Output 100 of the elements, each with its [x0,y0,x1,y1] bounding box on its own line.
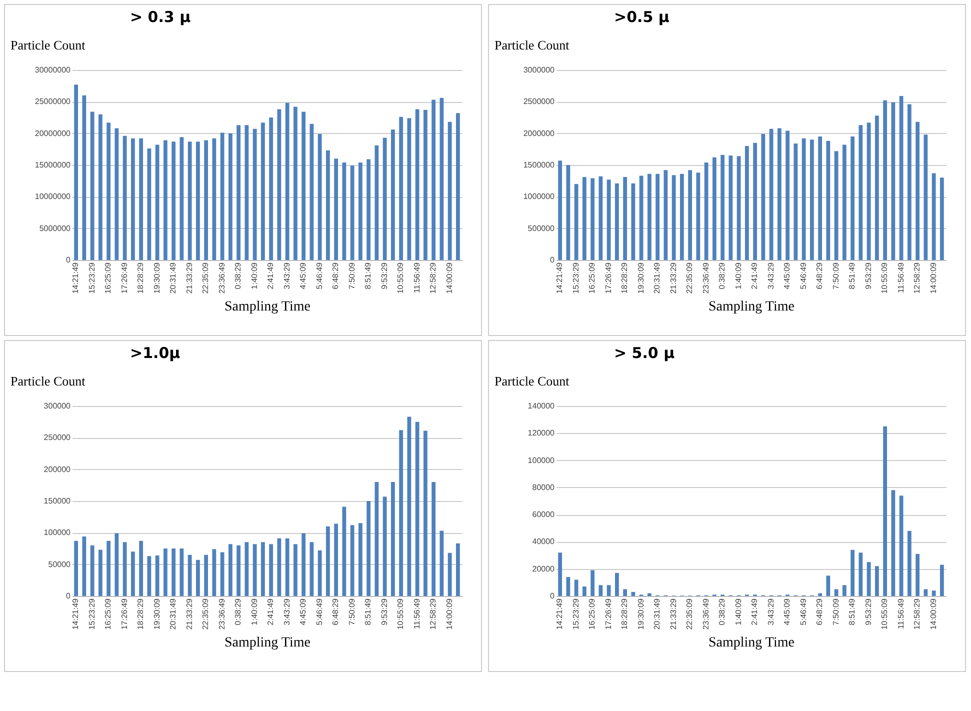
bar [106,122,111,260]
bar [558,160,562,260]
bar [98,114,102,260]
bar [574,184,578,260]
y-tick-label: 0 [66,592,72,600]
bar [842,144,846,260]
y-tick-label: 3000000 [523,66,556,74]
bar [940,178,944,260]
bar [614,572,619,596]
bar [334,158,338,260]
y-tick-label: 30000000 [34,66,72,74]
x-tick-label: 6:48:29 [815,262,824,290]
bar [720,154,725,260]
x-tick-label: 3:43:29 [766,598,776,626]
x-tick-label: 21:33:29 [668,598,678,630]
x-tick-label: 16:25:09 [104,262,113,294]
y-tick-label: 40000 [532,537,556,546]
x-tick-label: 15:23:29 [87,262,96,294]
x-tick-label: 1:40:09 [250,262,259,290]
bar [350,166,354,260]
y-tick-label: 150000 [44,496,72,506]
bar [220,552,224,596]
bar [236,125,241,260]
x-tick-label: 21:33:29 [184,262,194,294]
x-tick-label: 1:40:09 [250,598,259,626]
x-tick-label: 6:48:29 [331,262,340,290]
y-axis-title: Particle Count [10,38,86,52]
bar [672,175,676,260]
x-tick-label: 8:51:49 [848,598,857,626]
y-tick-label: 80000 [532,482,556,492]
y-tick-label: 250000 [44,433,72,442]
bar [874,566,879,596]
bar [448,552,452,596]
bar [139,138,144,260]
y-tick-label: 5000000 [39,224,72,233]
bar [916,122,920,260]
bar [916,554,920,596]
bar [680,174,684,260]
x-tick-label: 22:35:09 [201,262,210,294]
x-tick-label: 2:41:49 [750,598,760,626]
bar [440,98,444,260]
bar [342,162,346,260]
bar [891,490,896,596]
bar [139,540,144,596]
bar [180,548,184,596]
bar [196,142,200,260]
x-tick-label: 14:00:09 [444,598,454,630]
bar [155,144,160,260]
y-axis-title: Particle Count [494,38,570,52]
bar [269,118,274,260]
bar [858,552,863,596]
x-tick-label: 16:25:09 [104,598,113,630]
x-tick-label: 14:21:49 [555,262,564,294]
bar [310,542,314,596]
x-tick-label: 7:50:09 [347,598,356,626]
y-axis-title: Particle Count [10,374,86,388]
x-tick-label: 20:31:49 [168,262,178,294]
y-tick-label: 300000 [44,402,72,410]
bar [382,496,387,596]
x-tick-label: 0:38:29 [718,598,727,626]
bar [228,544,232,596]
x-tick-label: 12:58:29 [428,598,438,630]
x-tick-label: 17:26:49 [120,598,129,630]
bar [74,540,78,596]
bar [122,542,127,596]
x-tick-label: 11:56:49 [412,262,422,294]
bar [293,106,298,260]
bar [82,95,86,260]
y-tick-label: 20000 [532,564,556,574]
x-tick-label: 19:30:09 [152,262,162,294]
bar [590,178,595,260]
x-tick-label: 2:41:49 [266,262,276,290]
bar [260,122,265,260]
bar [744,146,749,260]
bar [834,151,838,260]
bar [277,109,282,260]
x-tick-label: 15:23:29 [87,598,96,630]
bar [407,416,412,596]
bar [415,109,420,260]
bar [664,170,668,260]
x-tick-label: 12:58:29 [912,262,922,294]
bar [423,110,428,260]
y-tick-label: 500000 [528,224,556,233]
bar [582,586,586,596]
bar [302,112,306,260]
bar [874,116,879,260]
bar [574,580,578,596]
y-tick-label: 20000000 [34,128,72,138]
y-tick-label: 1000000 [523,192,556,202]
x-tick-label: 20:31:49 [168,598,178,630]
x-tick-label: 17:26:49 [604,598,613,630]
bar [432,482,436,596]
chart-title: > 5.0 µ [614,344,675,362]
x-tick-label: 15:23:29 [571,262,580,294]
x-axis-title: Sampling Time [224,300,310,315]
bar [180,137,184,260]
bar [366,159,371,260]
bar [285,538,290,596]
x-tick-label: 0:38:29 [234,598,243,626]
x-axis-title: Sampling Time [224,636,310,651]
